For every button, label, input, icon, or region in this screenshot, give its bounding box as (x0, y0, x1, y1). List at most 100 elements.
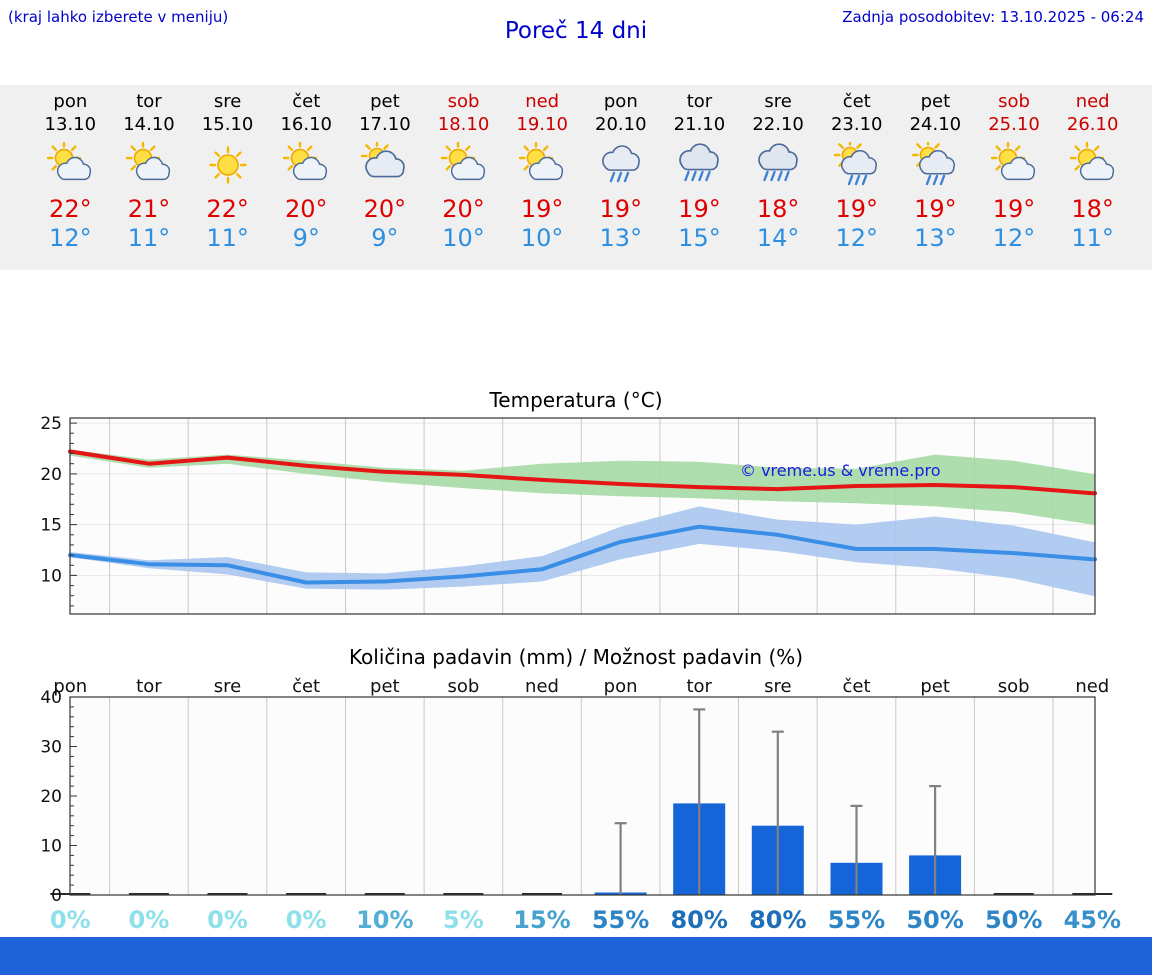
min-temperature: 11° (127, 224, 171, 252)
day-date: 13.10 (44, 114, 97, 135)
precip-day-label: pet (370, 676, 400, 697)
precip-probability-label: 0% (129, 906, 170, 934)
min-temperature: 15° (678, 224, 721, 252)
min-temperature: 14° (756, 224, 800, 252)
forecast-day[interactable]: sre 22.10 18° 14° (739, 91, 818, 270)
precip-probability-label: 10% (356, 906, 413, 934)
max-temperature: 20° (284, 195, 328, 223)
precip-day-label: sre (214, 676, 241, 697)
precip-day-label: sob (998, 676, 1030, 697)
max-temperature: 21° (127, 195, 171, 223)
min-temperature: 13° (914, 224, 957, 252)
precip-day-label: tor (686, 676, 712, 697)
forecast-day[interactable]: sre 15.10 22° 11° (188, 91, 267, 270)
temperature-chart-title: Temperatura (°C) (489, 388, 663, 412)
precip-y-tick: 0 (51, 886, 62, 906)
forecast-day[interactable]: pet 24.10 19° 13° (896, 91, 975, 270)
forecast-day[interactable]: pon 20.10 19° 13° (581, 91, 660, 270)
precip-probability-label: 0% (50, 906, 91, 934)
min-temperature: 9° (292, 224, 320, 252)
location-hint: (kraj lahko izberete v meniju) (8, 8, 229, 26)
min-temperature: 10° (520, 224, 564, 252)
day-date: 25.10 (988, 114, 1040, 135)
day-name: ned (1075, 91, 1110, 112)
sunny-icon (188, 137, 267, 193)
day-date: 19.10 (516, 114, 568, 135)
temp-y-tick: 15 (40, 516, 62, 536)
precipitation-chart: pon tor sre čet pet sob ned pon tor sre čet pet sob n… (40, 676, 1121, 934)
precip-probability-label: 0% (286, 906, 327, 934)
forecast-day[interactable]: pet 17.10 20° 9° (346, 91, 425, 270)
day-date: 18.10 (437, 114, 490, 135)
forecast-day[interactable]: tor 14.10 21° 11° (110, 91, 189, 270)
min-temperature-range-band (70, 506, 1095, 596)
last-update: Zadnja posodobitev: 13.10.2025 - 06:24 (842, 8, 1144, 26)
day-name: čet (292, 91, 321, 112)
forecast-day[interactable]: sob 18.10 20° 10° (424, 91, 503, 270)
max-temperature: 19° (914, 195, 957, 223)
max-temperature: 19° (599, 195, 643, 223)
day-name: pet (920, 91, 951, 112)
forecast-day[interactable]: čet 16.10 20° 9° (267, 91, 346, 270)
min-temperature-line (68, 524, 1097, 585)
day-date: 17.10 (359, 114, 411, 135)
day-name: pon (53, 91, 88, 112)
partly-sunny-icon (31, 137, 110, 193)
min-temperature: 13° (599, 224, 643, 252)
precip-probability-label: 45% (1064, 906, 1121, 934)
max-temperature: 19° (992, 195, 1036, 223)
precip-day-label: tor (136, 676, 162, 697)
forecast-day[interactable]: čet 23.10 19° 12° (817, 91, 896, 270)
precip-day-label: ned (525, 676, 559, 697)
day-name: sob (998, 91, 1030, 112)
forecast-day[interactable]: ned 26.10 18° 11° (1053, 91, 1132, 270)
rain-icon (581, 137, 660, 193)
min-temperature: 12° (835, 224, 878, 252)
day-date: 26.10 (1066, 114, 1119, 135)
day-name: čet (842, 91, 871, 112)
partly-sunny-icon (503, 137, 582, 193)
forecast-day[interactable]: sob 25.10 19° 12° (975, 91, 1054, 270)
precip-probability-label: 50% (985, 906, 1042, 934)
partly-sunny-icon (267, 137, 346, 193)
day-date: 22.10 (752, 114, 804, 135)
precip-day-label: pet (920, 676, 950, 697)
day-date: 20.10 (595, 114, 647, 135)
day-date: 15.10 (201, 114, 254, 135)
precip-chart-title: Količina padavin (mm) / Možnost padavin … (348, 645, 804, 669)
day-date: 21.10 (673, 114, 726, 135)
footer-bar (0, 937, 1152, 975)
precip-day-label: ned (1075, 676, 1109, 697)
day-name: sre (764, 91, 792, 112)
min-temperature: 11° (1071, 224, 1114, 252)
precip-day-label: čet (292, 676, 320, 697)
day-name: ned (525, 91, 560, 112)
day-name: tor (136, 91, 162, 112)
forecast-day[interactable]: ned 19.10 19° 10° (503, 91, 582, 270)
precip-y-tick: 30 (40, 738, 62, 758)
temperature-chart: 10 15 20 25 © vreme.us & vreme.pro (40, 414, 1097, 615)
forecast-day[interactable]: pon 13.10 22° 12° (31, 91, 110, 270)
forecast-day[interactable]: tor 21.10 19° 15° (660, 91, 739, 270)
day-name: tor (686, 91, 713, 112)
max-temperature: 19° (835, 195, 878, 223)
min-temperature: 12° (992, 224, 1036, 252)
temp-y-tick: 20 (40, 465, 62, 485)
precip-probability-label: 55% (828, 906, 885, 934)
forecast-strip: pon 13.10 22° 12° tor 14.10 21° 11° sre 15.10 22… (0, 85, 1152, 270)
precip-day-label: čet (842, 676, 870, 697)
precip-day-label: sob (447, 676, 479, 697)
max-temperature: 19° (520, 195, 564, 223)
precip-y-tick: 10 (40, 837, 62, 857)
day-date: 16.10 (280, 114, 332, 135)
max-temperature: 18° (1071, 195, 1114, 223)
partly-sunny-icon (975, 137, 1054, 193)
max-temperature: 20° (363, 195, 407, 223)
watermark-link[interactable]: © vreme.us & vreme.pro (740, 461, 941, 480)
day-name: sob (447, 91, 480, 112)
day-date: 23.10 (830, 114, 883, 135)
day-name: pon (603, 91, 638, 112)
min-temperature: 11° (206, 224, 249, 252)
temp-y-tick: 25 (40, 414, 62, 434)
